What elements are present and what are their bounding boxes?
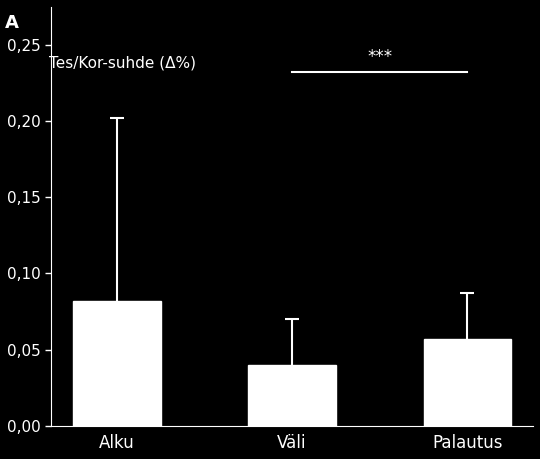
Bar xyxy=(73,301,160,425)
Text: Tes/Kor-suhde (Δ%): Tes/Kor-suhde (Δ%) xyxy=(49,55,195,70)
Bar xyxy=(423,339,511,425)
Bar xyxy=(248,365,336,425)
Text: A: A xyxy=(5,14,19,32)
Text: ***: *** xyxy=(367,48,392,67)
